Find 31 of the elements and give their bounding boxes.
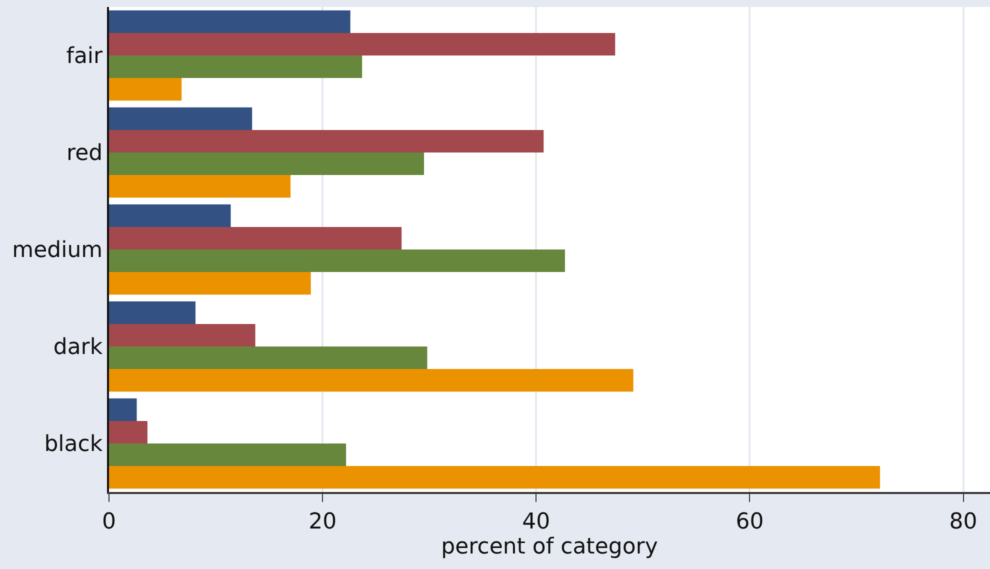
x-tick-label: 40: [522, 509, 550, 534]
y-tick-label: black: [44, 432, 103, 458]
y-tick-label: red: [66, 141, 103, 166]
bar: [109, 56, 362, 78]
bar: [109, 398, 137, 421]
y-tick-label: dark: [53, 335, 103, 360]
bar: [109, 346, 428, 370]
y-tick-label: medium: [12, 238, 103, 264]
x-tick-label: 80: [949, 509, 978, 534]
x-tick-label: 20: [308, 509, 337, 534]
bar: [109, 78, 182, 101]
bar: [109, 301, 196, 324]
bar: [109, 175, 291, 198]
bar: [109, 130, 544, 152]
bar: [109, 466, 880, 489]
x-axis-title: percent of category: [441, 534, 658, 560]
bar: [109, 272, 311, 295]
bar: [109, 10, 350, 33]
bar: [109, 107, 252, 130]
bar: [109, 444, 346, 466]
y-tick-label: fair: [66, 44, 104, 70]
bar: [109, 226, 402, 250]
bar: [109, 324, 256, 346]
bar: [109, 420, 148, 444]
bar: [109, 369, 634, 392]
bar: [109, 152, 424, 176]
x-tick-label: 0: [102, 509, 116, 534]
bar: [109, 32, 616, 56]
bar: [109, 204, 231, 227]
bar: [109, 250, 565, 272]
x-tick-label: 60: [736, 509, 764, 534]
